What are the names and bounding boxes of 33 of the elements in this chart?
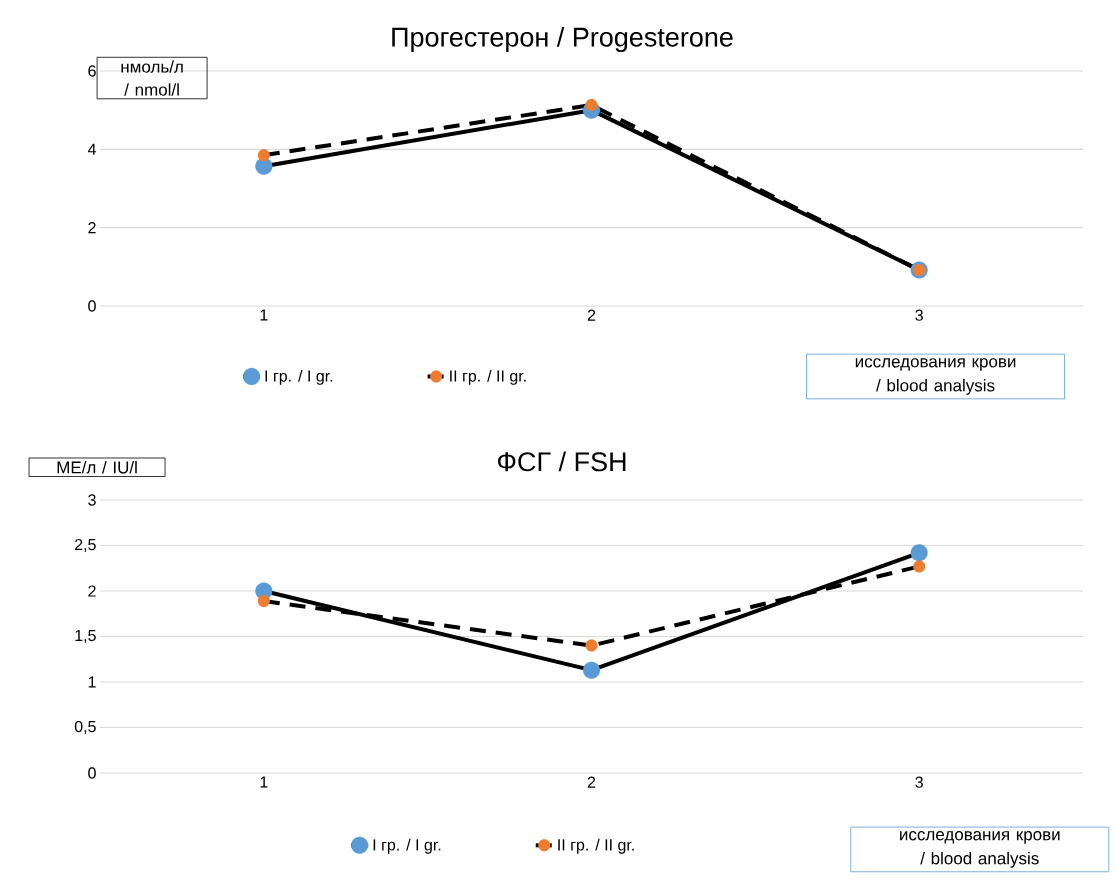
legend-label: II гр. / II gr. — [450, 369, 526, 385]
point — [257, 149, 270, 162]
point — [585, 639, 598, 652]
y-tick-label: 0 — [88, 767, 96, 779]
legend-label: I гр. / I gr. — [373, 838, 441, 854]
y-tick-label: 0,5 — [74, 720, 96, 735]
legend-label: II гр. / II gr. — [558, 838, 634, 854]
x-tick-label: 1 — [260, 309, 268, 321]
point — [257, 594, 270, 608]
y-tick-label: 2,5 — [75, 538, 96, 553]
y-tick-label: 1 — [88, 676, 96, 688]
point — [582, 661, 601, 679]
y-tick-label: 2 — [88, 585, 96, 597]
point — [910, 544, 928, 562]
x-tick-label: 3 — [915, 309, 923, 321]
y-tick-label: 3 — [88, 494, 96, 506]
y-tick-label: 4 — [87, 143, 96, 155]
x-tick-label: 3 — [915, 776, 923, 788]
y-tick-label: 1,5 — [75, 629, 96, 644]
x-tick-label: 1 — [260, 776, 268, 788]
x-tick-label: 2 — [587, 776, 596, 788]
chart-title: Прогестерон / Progesterone — [392, 26, 733, 53]
y-tick-label: 6 — [88, 65, 96, 77]
x-tick-label: 2 — [587, 309, 596, 321]
y-tick-label: 2 — [88, 222, 96, 234]
y-axis-title: нмоль/л / nmol/l — [121, 60, 183, 96]
chart-title: ФСГ / FSH — [497, 451, 626, 472]
legend-label: I гр. / I gr. — [265, 369, 333, 385]
x-axis-title: исследования крови / blood analysis — [855, 358, 1016, 395]
y-tick-label: 0 — [88, 300, 96, 312]
x-axis-title: исследования крови / blood analysis — [900, 831, 1060, 868]
point — [913, 560, 926, 573]
y-axis-title: МЕ/л / IU/l — [57, 461, 137, 474]
